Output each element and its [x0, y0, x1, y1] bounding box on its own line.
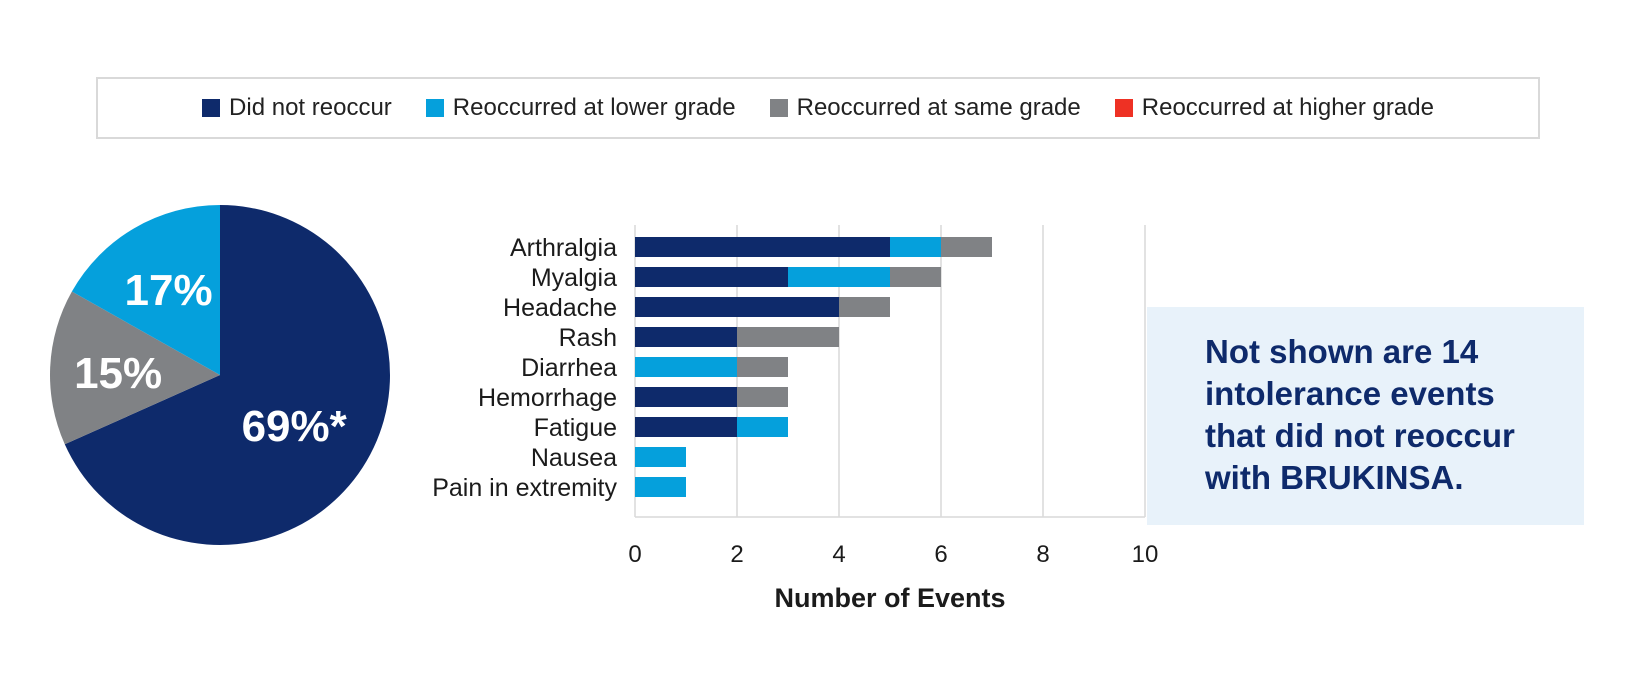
bar-segment [737, 387, 788, 407]
note-box: Not shown are 14 intolerance events that… [1147, 307, 1584, 525]
legend-label: Did not reoccur [229, 94, 392, 121]
legend-item-lower-grade: Reoccurred at lower grade [425, 94, 736, 122]
legend-swatch [202, 99, 221, 117]
category-label: Arthralgia [510, 234, 617, 262]
legend-item-higher-grade: Reoccurred at higher grade [1114, 94, 1434, 122]
pie-slice [50, 291, 221, 445]
note-line: intolerance events [1205, 375, 1495, 412]
pie-slice-label: 15% [74, 349, 162, 398]
note-text: Not shown are 14 intolerance events that… [1205, 331, 1574, 499]
pie-slice-label: 69%* [242, 402, 348, 451]
legend-label: Reoccurred at higher grade [1141, 94, 1434, 121]
category-label: Diarrhea [521, 354, 617, 382]
x-tick-label: 0 [628, 541, 641, 568]
pie-slice-label: 17% [125, 266, 213, 315]
x-tick-label: 8 [1036, 541, 1049, 568]
bar-segment [635, 477, 686, 497]
bar-segment [635, 417, 737, 437]
bar-segment [788, 267, 890, 287]
bar-segment [635, 297, 839, 317]
x-tick-label: 6 [934, 541, 947, 568]
bar-segment [737, 357, 788, 377]
category-label: Headache [503, 294, 617, 322]
x-tick-label: 10 [1132, 541, 1159, 568]
category-label: Pain in extremity [432, 474, 617, 502]
bar-chart: ArthralgiaMyalgiaHeadacheRashDiarrheaHem… [432, 225, 1159, 613]
category-label: Myalgia [531, 264, 617, 292]
chart-legend: Did not reoccur Reoccurred at lower grad… [96, 77, 1540, 139]
note-line: with BRUKINSA. [1205, 459, 1464, 496]
bar-segment [737, 327, 839, 347]
bar-segment [890, 237, 941, 257]
bar-segment [635, 387, 737, 407]
legend-item-same-grade: Reoccurred at same grade [769, 94, 1081, 122]
pie-slice [71, 205, 220, 375]
x-tick-label: 2 [730, 541, 743, 568]
legend-swatch [1114, 99, 1133, 117]
bar-segment [635, 327, 737, 347]
category-label: Rash [559, 324, 617, 352]
x-tick-label: 4 [832, 541, 845, 568]
bar-segment [635, 447, 686, 467]
bar-segment [737, 417, 788, 437]
category-label: Fatigue [534, 414, 617, 442]
pie-slice [64, 205, 390, 545]
category-label: Hemorrhage [478, 384, 617, 412]
bar-segment [635, 357, 737, 377]
legend-label: Reoccurred at lower grade [452, 94, 736, 121]
pie-chart: 69%* 15% 17% [50, 205, 390, 545]
category-label: Nausea [531, 444, 617, 472]
note-line: Not shown are 14 [1205, 333, 1479, 370]
legend-label: Reoccurred at same grade [796, 94, 1081, 121]
bar-segment [941, 237, 992, 257]
bar-segment [839, 297, 890, 317]
note-line: that did not reoccur [1205, 417, 1515, 454]
legend-swatch [425, 99, 444, 117]
bar-segment [635, 237, 890, 257]
legend-item-did-not-reoccur: Did not reoccur [202, 94, 392, 122]
x-axis-title: Number of Events [774, 583, 1005, 613]
bar-segment [635, 267, 788, 287]
legend-swatch [769, 99, 788, 117]
bar-segment [890, 267, 941, 287]
